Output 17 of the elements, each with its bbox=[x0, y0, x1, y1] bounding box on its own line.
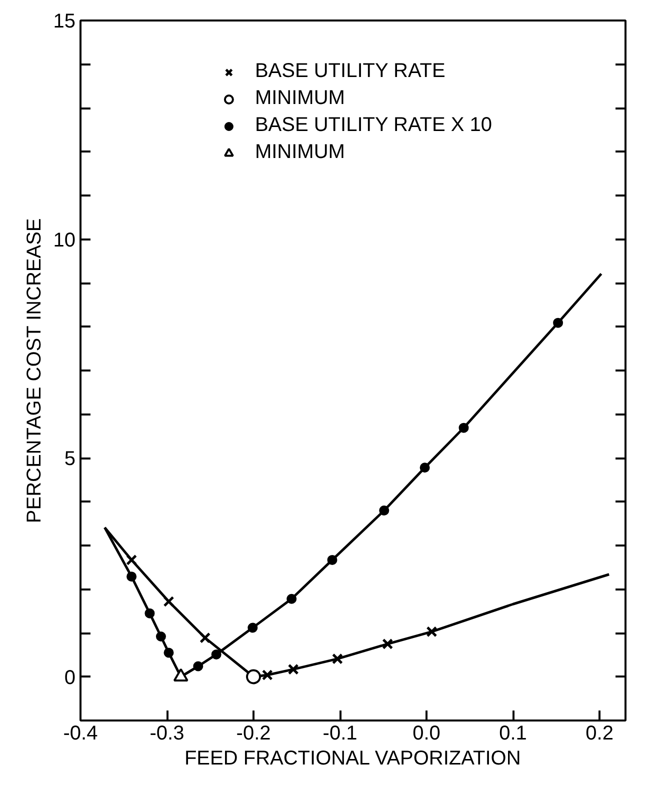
x-tick-label: 0.1 bbox=[499, 722, 527, 744]
y-tick-label: 5 bbox=[64, 448, 76, 470]
x-axis-title: FEED FRACTIONAL VAPORIZATION bbox=[184, 748, 521, 770]
x-tick-label: -0.3 bbox=[150, 722, 184, 744]
y-tick-label: 10 bbox=[53, 229, 76, 252]
legend-label: BASE UTILITY RATE X 10 bbox=[254, 114, 492, 137]
x-tick-label: 0.2 bbox=[586, 722, 614, 744]
legend-label: MINIMUM bbox=[254, 141, 345, 164]
legend-label: MINIMUM bbox=[254, 87, 345, 110]
x-tick-label: -0.1 bbox=[322, 722, 358, 744]
x-tick-label: 0.0 bbox=[412, 722, 440, 744]
x-tick-label: -0.2 bbox=[236, 722, 271, 744]
y-tick-label: 0 bbox=[64, 666, 76, 689]
legend-label: BASE UTILITY RATE bbox=[254, 60, 446, 83]
y-tick-label: 15 bbox=[53, 10, 76, 32]
x-tick-label: -0.4 bbox=[63, 722, 98, 744]
y-axis-title: PERCENTAGE COST INCREASE bbox=[23, 218, 46, 524]
